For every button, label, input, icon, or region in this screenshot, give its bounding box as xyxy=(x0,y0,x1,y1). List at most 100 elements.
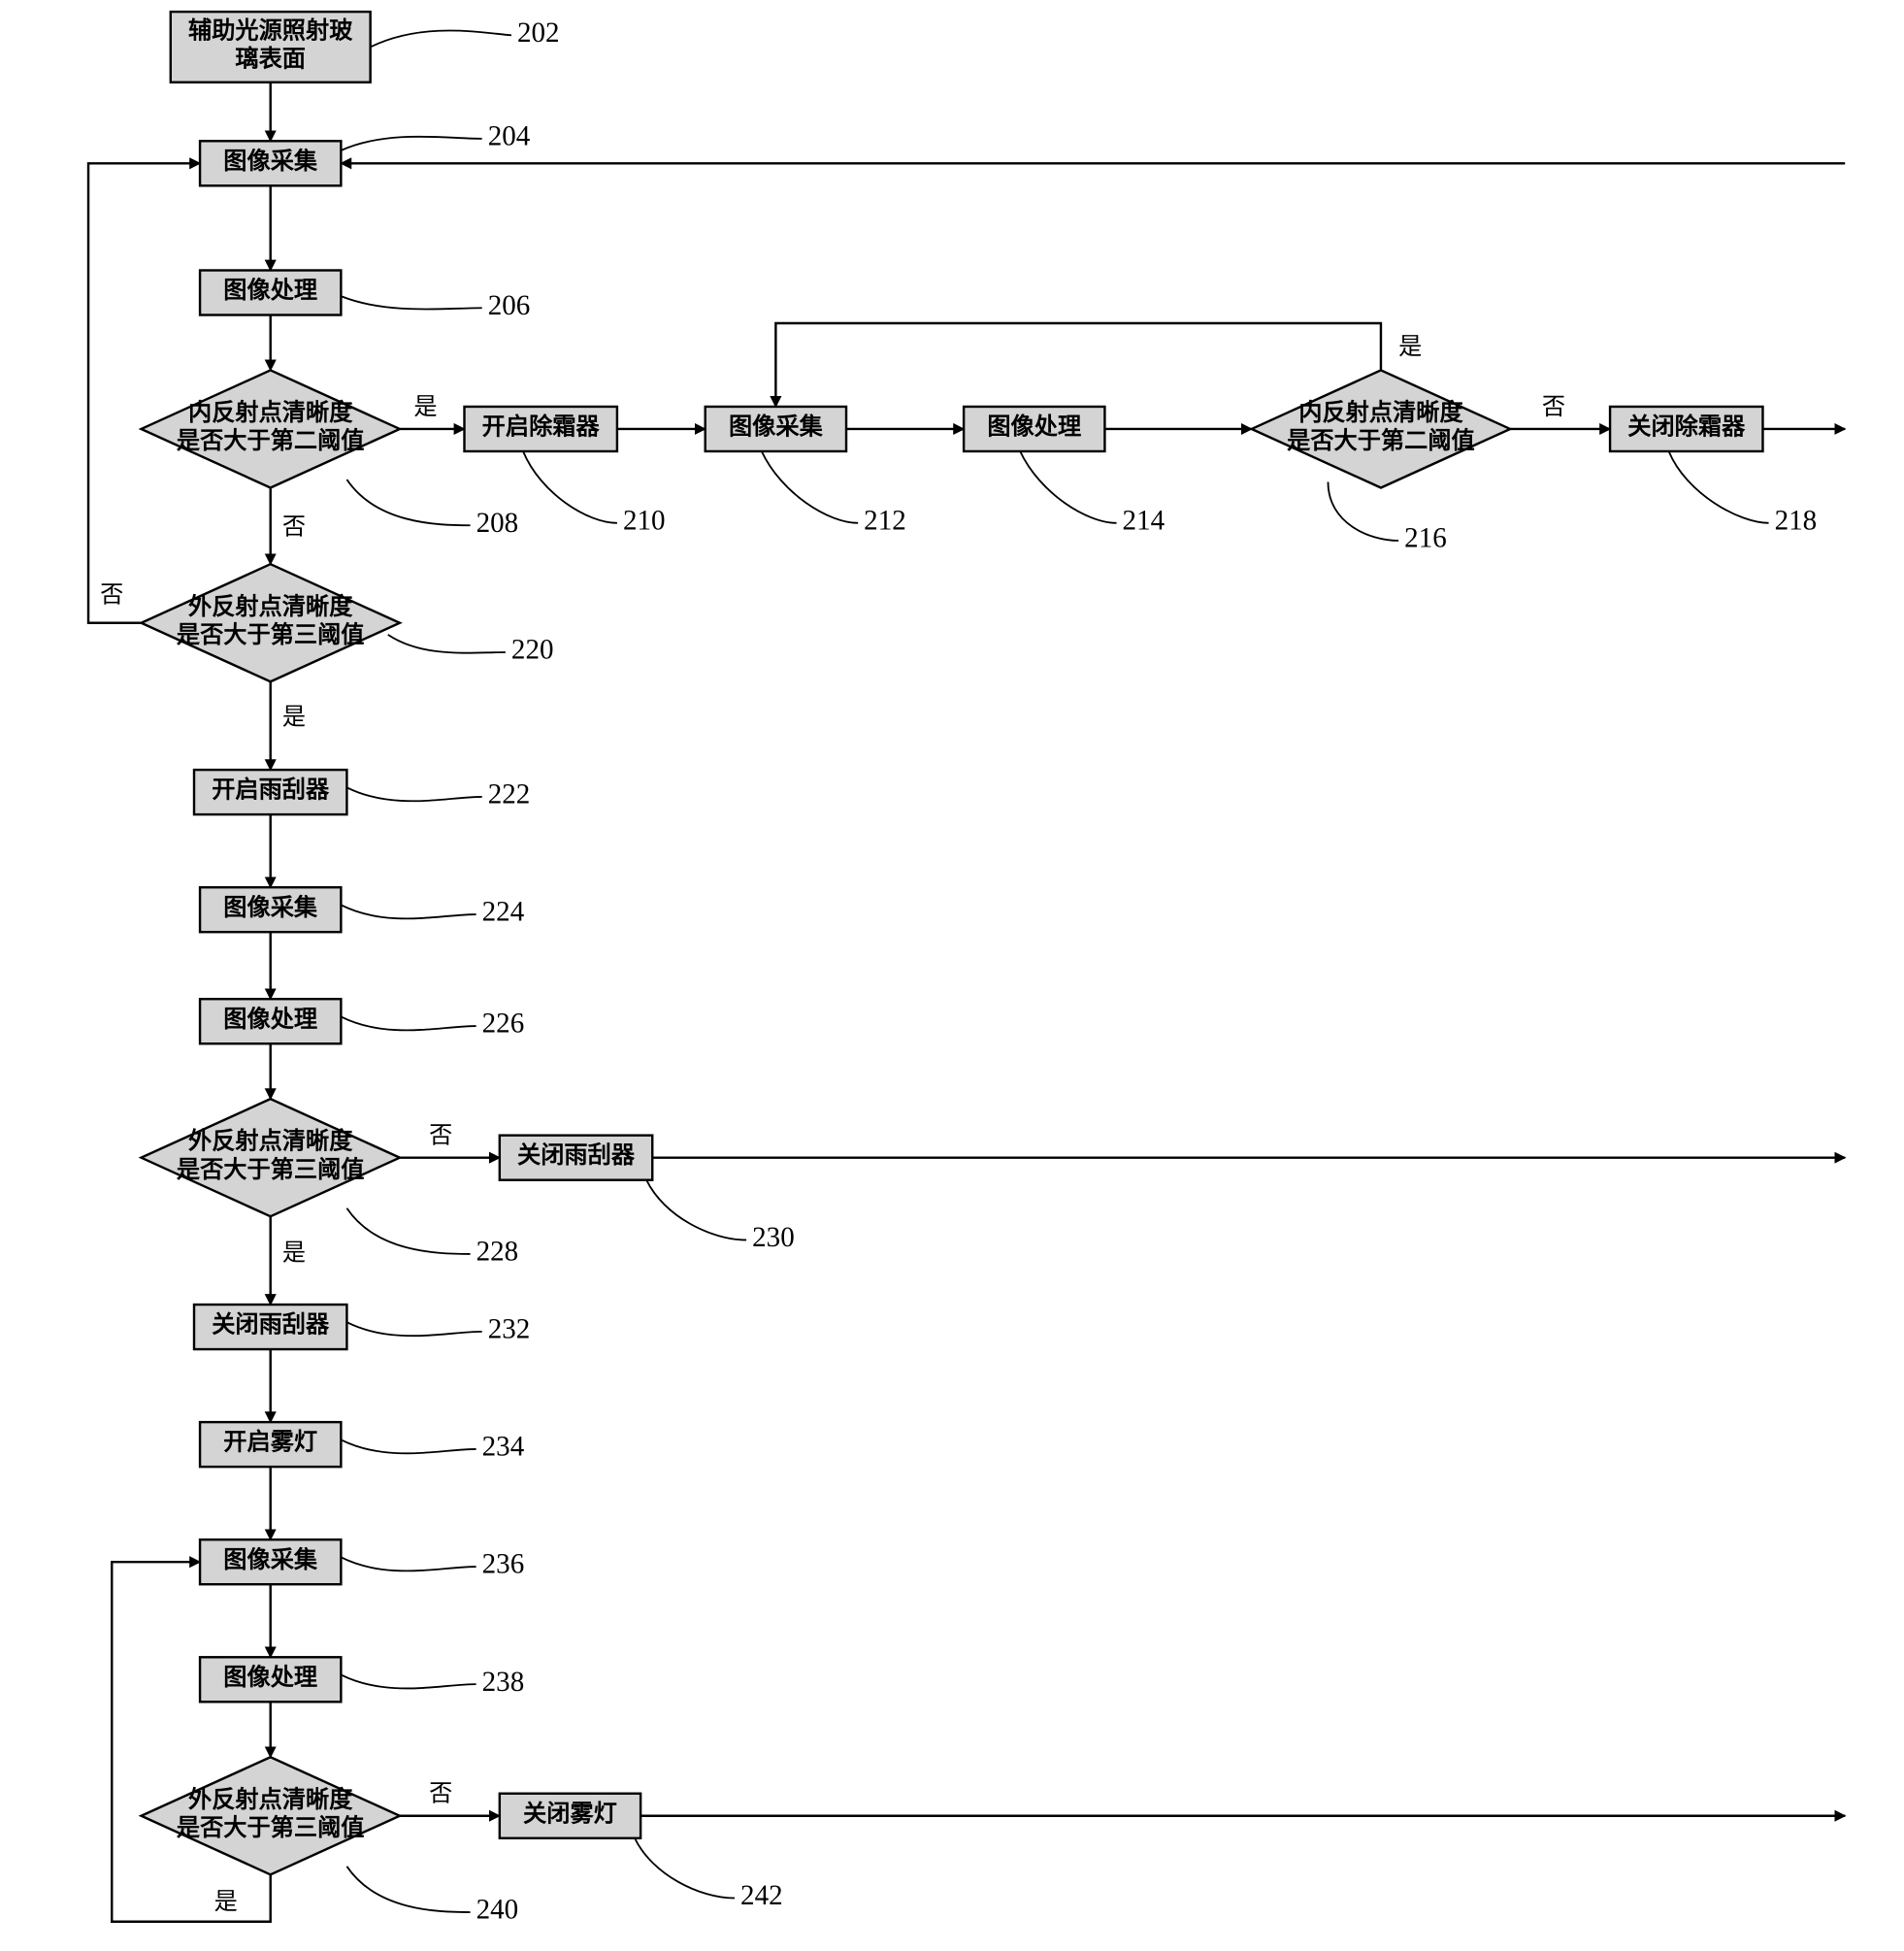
ref-leader xyxy=(1669,451,1769,523)
flow-node-n218: 关闭除霜器 xyxy=(1610,407,1762,451)
ref-label: 210 xyxy=(623,505,666,536)
node-label: 关闭除霜器 xyxy=(1627,413,1746,441)
flow-node-n212: 图像采集 xyxy=(706,407,846,451)
node-label: 外反射点清晰度 xyxy=(188,593,353,620)
ref-label: 222 xyxy=(488,779,531,810)
node-label: 开启除霜器 xyxy=(482,413,601,441)
edge-label: 是 xyxy=(282,1240,306,1267)
ref-label: 236 xyxy=(482,1549,525,1580)
node-label: 是否大于第三阈值 xyxy=(177,1814,365,1841)
ref-label: 240 xyxy=(476,1895,519,1926)
node-label: 开启雨刮器 xyxy=(212,777,330,804)
node-label: 外反射点清晰度 xyxy=(188,1128,353,1155)
ref-label: 242 xyxy=(740,1880,783,1911)
node-label: 关闭雨刮器 xyxy=(212,1311,330,1339)
flow-node-n216: 内反射点清晰度是否大于第二阈值 xyxy=(1252,370,1510,487)
node-label: 图像采集 xyxy=(223,148,318,175)
ref-leader xyxy=(341,1439,476,1453)
ref-label: 206 xyxy=(488,290,531,321)
node-label: 是否大于第二阈值 xyxy=(1287,427,1475,454)
flow-node-n208: 内反射点清晰度是否大于第二阈值 xyxy=(142,370,400,487)
node-label: 外反射点清晰度 xyxy=(188,1786,353,1813)
edge-label: 是 xyxy=(1398,334,1422,360)
flow-node-n224: 图像采集 xyxy=(200,887,341,932)
flow-node-n220: 外反射点清晰度是否大于第三阈值 xyxy=(142,564,400,681)
flow-node-n202: 辅助光源照射玻璃表面 xyxy=(171,12,371,83)
node-label: 图像采集 xyxy=(729,413,824,441)
node-label: 辅助光源照射玻 xyxy=(188,17,353,44)
edge-label: 否 xyxy=(429,1123,452,1149)
ref-label: 232 xyxy=(488,1314,531,1345)
ref-leader xyxy=(646,1180,746,1240)
ref-label: 202 xyxy=(517,17,560,49)
ref-leader xyxy=(341,1674,476,1688)
ref-label: 228 xyxy=(476,1237,519,1268)
ref-leader xyxy=(341,905,476,918)
edge-label: 否 xyxy=(282,513,306,540)
node-label: 关闭雾灯 xyxy=(523,1801,617,1827)
flow-node-n206: 图像处理 xyxy=(200,270,341,314)
flow-node-n238: 图像处理 xyxy=(200,1657,341,1702)
flow-edge xyxy=(88,163,200,622)
flowchart-canvas: 辅助光源照射玻璃表面图像采集图像处理内反射点清晰度是否大于第二阈值开启除霜器图像… xyxy=(0,0,1904,1951)
ref-leader xyxy=(341,137,481,150)
flow-node-n234: 开启雾灯 xyxy=(200,1422,341,1467)
flow-node-n228: 外反射点清晰度是否大于第三阈值 xyxy=(142,1099,400,1216)
ref-leader xyxy=(341,296,481,309)
ref-leader xyxy=(371,30,511,47)
ref-label: 238 xyxy=(482,1667,525,1698)
node-label: 图像处理 xyxy=(223,1665,317,1691)
ref-label: 230 xyxy=(752,1222,795,1253)
edge-label: 否 xyxy=(429,1781,452,1807)
ref-leader xyxy=(1020,451,1116,523)
flow-node-n204: 图像采集 xyxy=(200,141,341,185)
flow-edge xyxy=(112,1562,270,1922)
ref-label: 234 xyxy=(482,1432,525,1463)
edge-label: 否 xyxy=(100,582,123,609)
ref-leader xyxy=(523,451,617,523)
ref-label: 204 xyxy=(488,121,531,152)
ref-leader xyxy=(341,1016,476,1030)
edge-label: 是 xyxy=(282,705,306,731)
ref-leader xyxy=(1328,481,1398,541)
flow-node-n242: 关闭雾灯 xyxy=(500,1794,640,1838)
ref-leader xyxy=(346,1867,470,1912)
node-label: 是否大于第二阈值 xyxy=(177,427,365,454)
node-label: 图像处理 xyxy=(987,414,1081,441)
flow-edge xyxy=(775,323,1381,407)
flow-node-n230: 关闭雨刮器 xyxy=(500,1136,652,1180)
node-label: 内反射点清晰度 xyxy=(1298,399,1463,426)
flow-node-n210: 开启除霜器 xyxy=(465,407,617,451)
node-label: 图像采集 xyxy=(223,894,318,921)
flow-node-n240: 外反射点清晰度是否大于第三阈值 xyxy=(142,1757,400,1874)
ref-label: 218 xyxy=(1775,505,1818,536)
edge-label: 是 xyxy=(413,394,437,420)
flow-node-n226: 图像处理 xyxy=(200,999,341,1043)
flow-node-n232: 关闭雨刮器 xyxy=(194,1305,346,1349)
ref-leader xyxy=(635,1838,735,1899)
flow-node-n222: 开启雨刮器 xyxy=(194,770,346,814)
node-label: 关闭雨刮器 xyxy=(517,1141,636,1169)
flow-node-n214: 图像处理 xyxy=(964,407,1104,451)
ref-label: 224 xyxy=(482,897,525,928)
ref-leader xyxy=(346,1322,481,1336)
ref-label: 220 xyxy=(511,635,554,666)
node-label: 图像处理 xyxy=(223,1007,317,1033)
node-label: 是否大于第三阈值 xyxy=(177,1156,365,1183)
edge-label: 否 xyxy=(1542,394,1565,420)
flow-node-n236: 图像采集 xyxy=(200,1539,341,1584)
node-label: 是否大于第三阈值 xyxy=(177,621,365,648)
ref-label: 226 xyxy=(482,1009,525,1040)
node-label: 璃表面 xyxy=(235,46,306,73)
node-label: 开启雾灯 xyxy=(223,1429,317,1456)
node-label: 内反射点清晰度 xyxy=(188,399,353,426)
ref-leader xyxy=(346,787,481,801)
ref-leader xyxy=(346,1208,470,1254)
node-label: 图像处理 xyxy=(223,278,317,304)
ref-leader xyxy=(346,479,470,525)
edge-label: 是 xyxy=(214,1889,238,1915)
ref-label: 212 xyxy=(864,505,906,536)
ref-label: 216 xyxy=(1404,523,1447,554)
ref-leader xyxy=(762,451,858,523)
ref-leader xyxy=(341,1557,476,1571)
